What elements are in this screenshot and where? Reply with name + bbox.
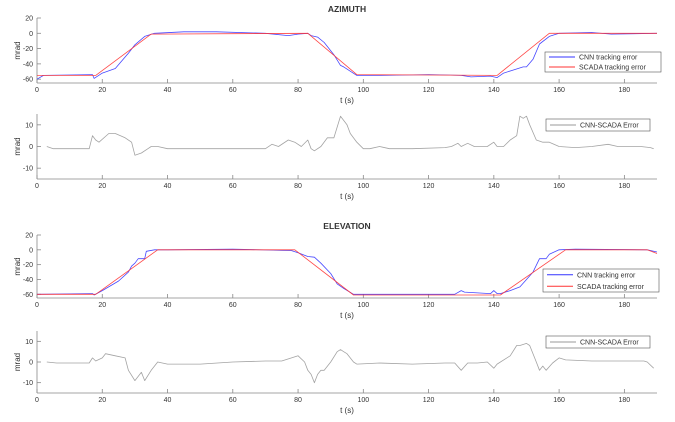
y-axis-label: mrad bbox=[13, 353, 22, 371]
x-tick-label: 60 bbox=[229, 397, 237, 404]
x-tick-label: 100 bbox=[357, 183, 369, 190]
y-axis-label: mrad bbox=[13, 257, 22, 275]
x-tick-label: 80 bbox=[294, 183, 302, 190]
legend-label: SCADA tracking error bbox=[577, 284, 645, 291]
x-tick-label: 140 bbox=[488, 397, 500, 404]
series-line-scada-tracking-error bbox=[37, 249, 658, 296]
y-tick-label: 20 bbox=[25, 16, 33, 23]
x-tick-label: 0 bbox=[35, 397, 39, 404]
y-tick-label: 20 bbox=[25, 233, 33, 240]
x-tick-label: 40 bbox=[164, 302, 172, 309]
chart-title: AZIMUTH bbox=[328, 4, 366, 14]
legend: CNN-SCADA Error bbox=[545, 118, 651, 132]
legend: CNN tracking error SCADA tracking error bbox=[542, 268, 660, 293]
x-tick-label: 40 bbox=[164, 397, 172, 404]
series-line-cnn-scada-error bbox=[46, 342, 654, 384]
legend-label: CNN-SCADA Error bbox=[580, 123, 639, 130]
y-tick-label: 0 bbox=[29, 31, 33, 38]
series-line-cnn-tracking-error bbox=[36, 248, 658, 296]
x-tick-label: 160 bbox=[553, 397, 565, 404]
x-tick-label: 80 bbox=[294, 302, 302, 309]
x-tick-label: 60 bbox=[229, 183, 237, 190]
x-tick-label: 80 bbox=[294, 87, 302, 94]
x-tick-label: 120 bbox=[423, 183, 435, 190]
x-tick-label: 140 bbox=[488, 302, 500, 309]
legend: CNN tracking error SCADA tracking error bbox=[544, 51, 662, 73]
x-tick-label: 60 bbox=[229, 302, 237, 309]
x-tick-label: 40 bbox=[164, 183, 172, 190]
x-tick-label: 20 bbox=[98, 397, 106, 404]
legend: CNN-SCADA Error bbox=[545, 335, 651, 349]
x-tick-label: 60 bbox=[229, 87, 237, 94]
y-tick-label: -20 bbox=[23, 46, 33, 53]
y-tick-label: -40 bbox=[23, 61, 33, 68]
x-tick-label: 0 bbox=[35, 183, 39, 190]
chart-title: ELEVATION bbox=[323, 221, 370, 231]
x-tick-label: 180 bbox=[619, 87, 631, 94]
x-tick-label: 120 bbox=[423, 87, 435, 94]
series-line-scada-tracking-error bbox=[37, 32, 657, 76]
x-tick-label: 160 bbox=[553, 87, 565, 94]
y-axis-label: mrad bbox=[13, 41, 22, 59]
legend-label: CNN tracking error bbox=[579, 55, 638, 62]
y-tick-label: -60 bbox=[23, 77, 33, 84]
x-tick-label: 140 bbox=[488, 183, 500, 190]
y-tick-label: -20 bbox=[23, 262, 33, 269]
x-tick-label: 120 bbox=[423, 302, 435, 309]
y-tick-label: -10 bbox=[23, 166, 33, 173]
legend-label: CNN tracking error bbox=[577, 272, 636, 279]
y-tick-label: 0 bbox=[29, 144, 33, 151]
x-tick-label: 180 bbox=[619, 397, 631, 404]
legend-box bbox=[545, 335, 651, 349]
x-tick-label: 180 bbox=[619, 302, 631, 309]
x-tick-label: 40 bbox=[164, 87, 172, 94]
x-tick-label: 80 bbox=[294, 397, 302, 404]
x-tick-label: 120 bbox=[423, 397, 435, 404]
x-tick-label: 100 bbox=[357, 302, 369, 309]
x-tick-label: 20 bbox=[98, 183, 106, 190]
legend-box bbox=[545, 118, 651, 132]
x-axis-label: t (s) bbox=[340, 192, 354, 201]
x-tick-label: 0 bbox=[35, 302, 39, 309]
x-tick-label: 20 bbox=[98, 87, 106, 94]
x-axis-label: t (s) bbox=[340, 96, 354, 105]
x-axis-label: t (s) bbox=[340, 311, 354, 320]
series-line-cnn-scada-error bbox=[46, 115, 654, 156]
y-tick-label: -60 bbox=[23, 292, 33, 299]
legend-label: SCADA tracking error bbox=[579, 65, 647, 72]
x-tick-label: 0 bbox=[35, 87, 39, 94]
x-axis-label: t (s) bbox=[340, 406, 354, 415]
x-tick-label: 160 bbox=[553, 302, 565, 309]
y-tick-label: 0 bbox=[29, 247, 33, 254]
y-tick-label: 10 bbox=[25, 122, 33, 129]
y-tick-label: -40 bbox=[23, 277, 33, 284]
x-tick-label: 140 bbox=[488, 87, 500, 94]
y-axis-label: mrad bbox=[13, 137, 22, 155]
y-tick-label: 0 bbox=[29, 360, 33, 367]
x-tick-label: 100 bbox=[357, 397, 369, 404]
x-tick-label: 20 bbox=[98, 302, 106, 309]
y-tick-label: 10 bbox=[25, 339, 33, 346]
x-tick-label: 160 bbox=[553, 183, 565, 190]
x-tick-label: 180 bbox=[619, 183, 631, 190]
y-tick-label: -10 bbox=[23, 380, 33, 387]
legend-label: CNN-SCADA Error bbox=[580, 340, 639, 347]
x-tick-label: 100 bbox=[357, 87, 369, 94]
